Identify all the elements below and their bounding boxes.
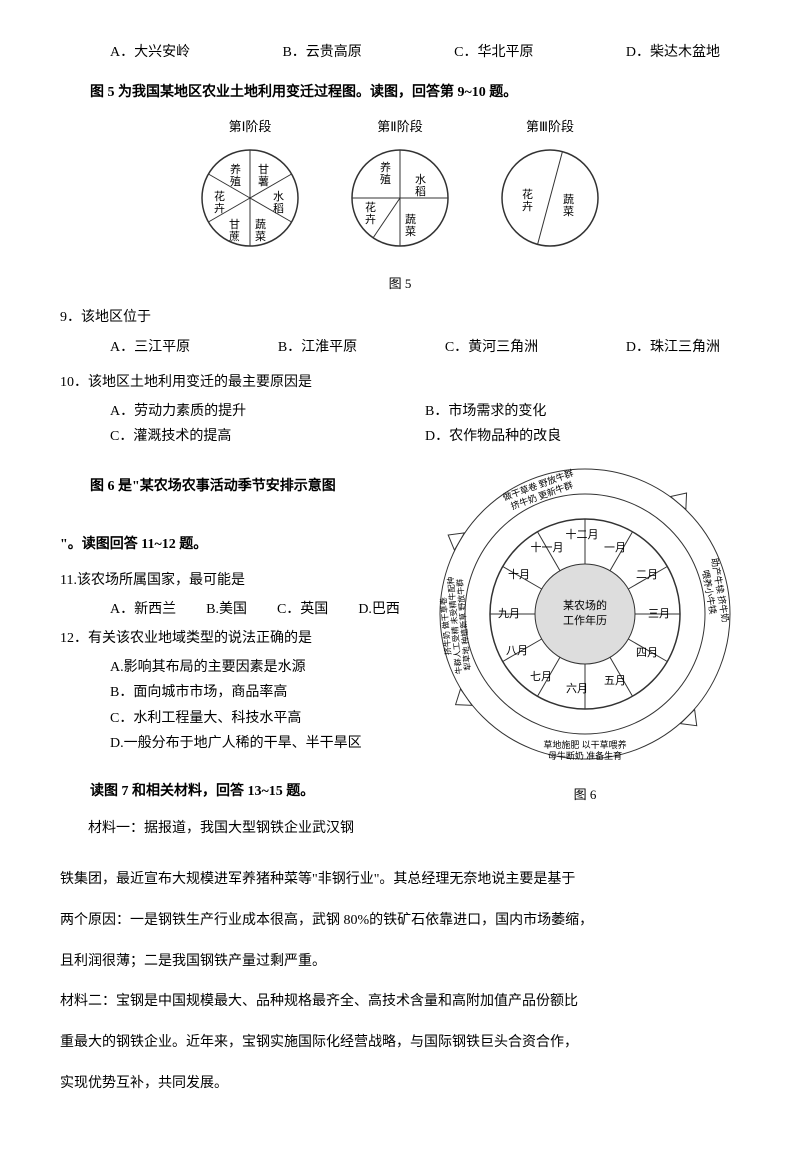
option-c: C．华北平原	[454, 40, 533, 65]
farm-chart-container: 一月 二月 三月 四月 五月 六月 七月 八月 九月 十月 十一月 十二月 某农…	[430, 459, 740, 817]
pie-1-label: 第Ⅰ阶段	[195, 115, 305, 138]
q10-options-2: C．灌溉技术的提高 D．农作物品种的改良	[60, 424, 740, 449]
svg-text:菜: 菜	[255, 230, 266, 243]
svg-text:十一月: 十一月	[531, 540, 564, 554]
pie-stage-2: 第Ⅱ阶段 养殖 水稻 蔬菜 花卉	[345, 115, 455, 262]
svg-text:卉: 卉	[214, 202, 225, 215]
para1: 铁集团，最近宣布大规模进军养猪种菜等"非钢行业"。其总经理无奈地说主要是基于	[60, 865, 740, 896]
svg-text:殖: 殖	[380, 173, 391, 186]
svg-text:助产牛犊 挤牛奶喂养小牛犊: 助产牛犊 挤牛奶喂养小牛犊	[698, 557, 731, 625]
para4: 材料二：宝钢是中国规模最大、品种规格最齐全、高技术含量和高附加值产品份额比	[60, 987, 740, 1018]
svg-text:九月: 九月	[498, 607, 520, 620]
svg-text:蔬: 蔬	[255, 218, 266, 231]
q11-c: C．英国	[277, 597, 328, 622]
q11-b: B.美国	[206, 597, 247, 622]
q9-c: C．黄河三角洲	[445, 335, 538, 360]
svg-text:三月: 三月	[648, 608, 670, 620]
svg-text:一月: 一月	[604, 542, 626, 554]
svg-text:养: 养	[230, 162, 241, 176]
svg-text:五月: 五月	[604, 675, 626, 687]
svg-text:薯: 薯	[258, 175, 269, 188]
svg-text:十二月: 十二月	[566, 527, 599, 541]
option-d: D．柴达木盆地	[626, 40, 720, 65]
svg-text:八月: 八月	[506, 645, 528, 657]
q11-a: A．新西兰	[110, 597, 176, 622]
material1-label: 材料一：据报道，我国大型钢铁企业武汉钢	[60, 814, 740, 845]
svg-text:蔬: 蔬	[405, 213, 416, 226]
q10-options-1: A．劳动力素质的提升 B．市场需求的变化	[60, 399, 740, 424]
svg-text:甘: 甘	[258, 163, 269, 176]
svg-text:殖: 殖	[230, 175, 241, 188]
svg-text:水: 水	[273, 190, 284, 203]
pie-stage-3: 第Ⅲ阶段 花卉 蔬菜	[495, 115, 605, 262]
q9-d: D．珠江三角洲	[626, 335, 720, 360]
q10-d: D．农作物品种的改良	[425, 424, 740, 449]
fig5-label: 图 5	[60, 272, 740, 295]
svg-text:蔬: 蔬	[563, 193, 574, 206]
q11-options: A．新西兰 B.美国 C．英国 D.巴西	[60, 597, 420, 622]
svg-text:菜: 菜	[563, 205, 574, 218]
svg-text:花: 花	[214, 190, 225, 203]
para3: 且利润很薄；二是我国钢铁产量过剩严重。	[60, 947, 740, 978]
pie-2-svg: 养殖 水稻 蔬菜 花卉	[345, 143, 455, 253]
top-options-row: A．大兴安岭 B．云贵高原 C．华北平原 D．柴达木盆地	[60, 40, 740, 65]
svg-text:卉: 卉	[522, 200, 533, 213]
svg-text:十月: 十月	[508, 567, 530, 581]
svg-text:某农场的: 某农场的	[563, 598, 607, 612]
fig5-intro: 图 5 为我国某地区农业土地利用变迁过程图。读图，回答第 9~10 题。	[90, 80, 740, 105]
svg-text:做干草卷 野放牛群挤牛奶 更新牛群: 做干草卷 野放牛群挤牛奶 更新牛群	[501, 467, 578, 513]
svg-text:花: 花	[365, 201, 376, 214]
q9-options: A．三江平原 B．江淮平原 C．黄河三角洲 D．珠江三角洲	[60, 335, 740, 360]
option-a: A．大兴安岭	[110, 40, 190, 65]
fig6-label: 图 6	[430, 783, 740, 806]
svg-text:稻: 稻	[415, 185, 426, 198]
q9-stem: 9．该地区位于	[60, 305, 740, 330]
pie-charts-row: 第Ⅰ阶段 养殖 甘薯 水稻 蔬菜 甘蔗 花卉 第Ⅱ阶段 养殖 水稻	[60, 115, 740, 262]
svg-text:六月: 六月	[566, 682, 588, 695]
para6: 实现优势互补，共同发展。	[60, 1069, 740, 1100]
svg-text:稻: 稻	[273, 202, 284, 215]
q10-stem: 10．该地区土地利用变迁的最主要原因是	[60, 370, 740, 395]
q10-a: A．劳动力素质的提升	[110, 399, 425, 424]
q9-a: A．三江平原	[110, 335, 190, 360]
svg-text:工作年历: 工作年历	[563, 613, 607, 627]
svg-text:二月: 二月	[636, 569, 658, 581]
q10-c: C．灌溉技术的提高	[110, 424, 425, 449]
svg-text:七月: 七月	[530, 670, 552, 683]
svg-text:菜: 菜	[405, 225, 416, 238]
svg-text:水: 水	[415, 173, 426, 186]
pie-2-label: 第Ⅱ阶段	[345, 115, 455, 138]
svg-text:甘: 甘	[229, 218, 240, 231]
svg-text:四月: 四月	[636, 647, 658, 659]
svg-text:养: 养	[380, 160, 391, 174]
para2: 两个原因：一是钢铁生产行业成本很高，武钢 80%的铁矿石依靠进口，国内市场萎缩，	[60, 906, 740, 937]
pie-3-label: 第Ⅲ阶段	[495, 115, 605, 138]
pie-3-svg: 花卉 蔬菜	[495, 143, 605, 253]
svg-text:蔗: 蔗	[229, 230, 240, 243]
pie-stage-1: 第Ⅰ阶段 养殖 甘薯 水稻 蔬菜 甘蔗 花卉	[195, 115, 305, 262]
fig6-section: 一月 二月 三月 四月 五月 六月 七月 八月 九月 十月 十一月 十二月 某农…	[60, 459, 740, 855]
svg-text:花: 花	[522, 188, 533, 201]
q10-b: B．市场需求的变化	[425, 399, 740, 424]
para5: 重最大的钢铁企业。近年来，宝钢实施国际化经营战略，与国际钢铁巨头合资合作，	[60, 1028, 740, 1059]
farm-chart-svg: 一月 二月 三月 四月 五月 六月 七月 八月 九月 十月 十一月 十二月 某农…	[430, 459, 740, 769]
q9-b: B．江淮平原	[278, 335, 357, 360]
svg-text:卉: 卉	[365, 213, 376, 226]
option-b: B．云贵高原	[282, 40, 361, 65]
svg-text:草地施肥 以干草喂养母牛断奶 准备生育: 草地施肥 以干草喂养母牛断奶 准备生育	[543, 739, 626, 761]
pie-1-svg: 养殖 甘薯 水稻 蔬菜 甘蔗 花卉	[195, 143, 305, 253]
q11-d: D.巴西	[358, 597, 400, 622]
